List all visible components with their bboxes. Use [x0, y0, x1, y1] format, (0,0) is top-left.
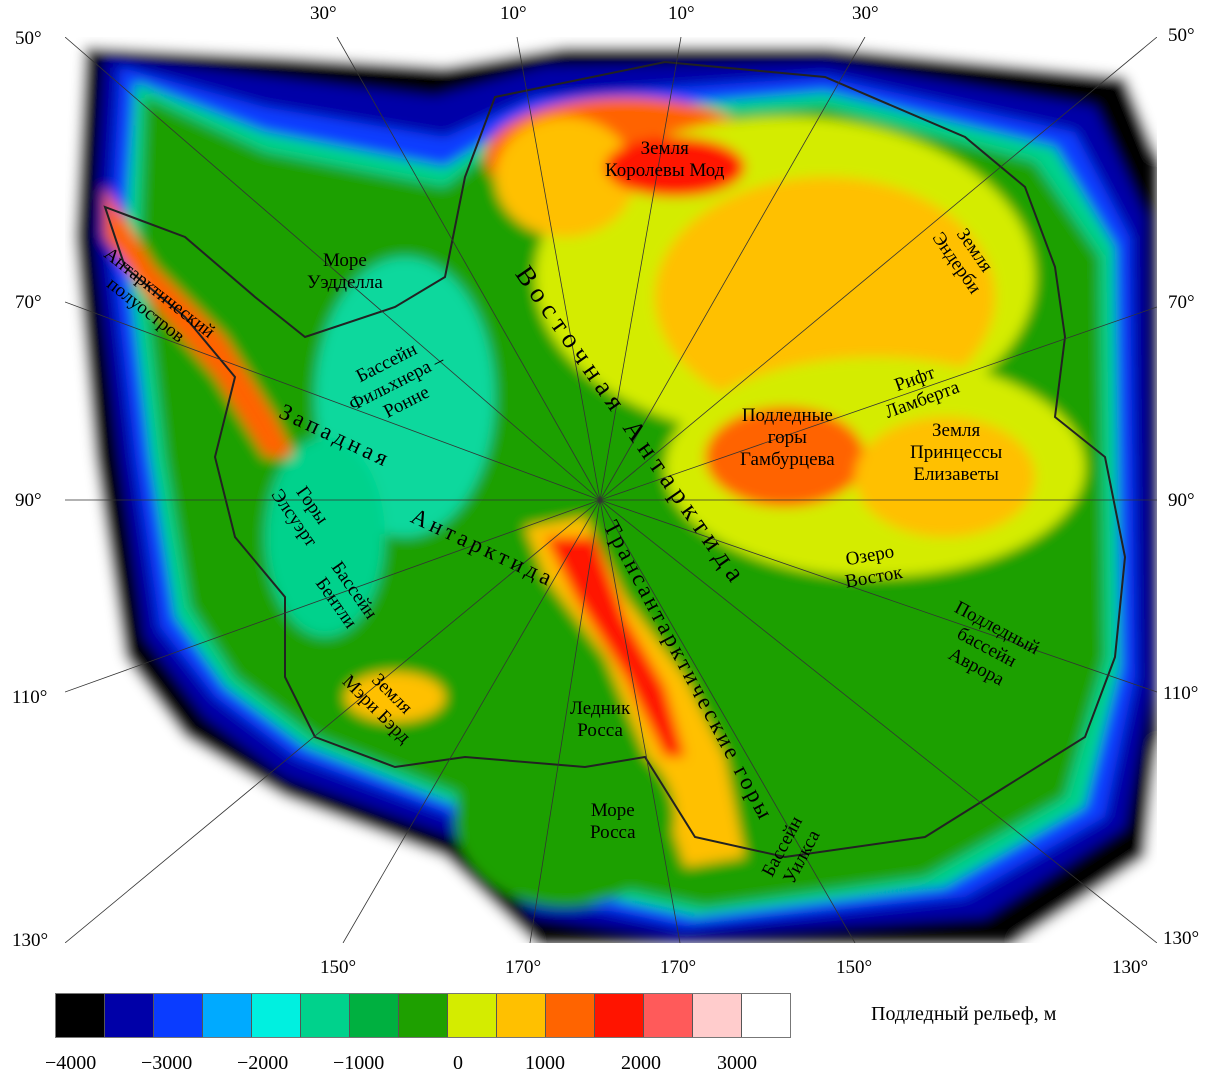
- legend-swatch: [693, 994, 742, 1037]
- meridian-line: [599, 306, 1157, 501]
- relief: [65, 37, 1157, 943]
- legend-title: Подледный рельеф, м: [871, 1003, 1057, 1025]
- right-tick: 110°: [1163, 683, 1199, 704]
- legend-swatch: [301, 994, 350, 1037]
- left-tick: 110°: [12, 687, 48, 708]
- meridian-line: [599, 37, 682, 501]
- meridian-line: [529, 499, 601, 943]
- right-tick: 90°: [1168, 490, 1195, 511]
- legend-swatch: [399, 994, 448, 1037]
- legend-swatch: [448, 994, 497, 1037]
- color-legend: [55, 993, 791, 1038]
- coastline: [103, 60, 1127, 859]
- legend-tick-label: −1000: [333, 1052, 385, 1074]
- graticule: [65, 37, 1157, 943]
- legend-swatch: [105, 994, 154, 1037]
- left-tick: 130°: [12, 930, 49, 951]
- meridian-line: [599, 499, 681, 943]
- meridian-line: [336, 37, 601, 501]
- legend-swatch: [350, 994, 399, 1037]
- legend-swatch: [154, 994, 203, 1037]
- label-princess-elizabeth-land: Земля Принцессы Елизаветы: [910, 420, 1003, 485]
- legend-swatch: [546, 994, 595, 1037]
- top-tick: 30°: [310, 3, 337, 24]
- legend-swatch: [203, 994, 252, 1037]
- legend-tick-label: −3000: [141, 1052, 193, 1074]
- subglacial-relief-map: [65, 37, 1157, 943]
- meridian-line: [65, 499, 601, 693]
- left-tick: 90°: [15, 490, 42, 511]
- meridian-line: [65, 499, 601, 943]
- legend-swatch: [595, 994, 644, 1037]
- right-tick: 50°: [1168, 25, 1195, 46]
- legend-tick-label: −4000: [45, 1052, 97, 1074]
- meridian-line: [599, 37, 866, 501]
- legend-swatch: [497, 994, 546, 1037]
- bottom-tick: 130°: [1112, 957, 1149, 978]
- label-ross-sea: Море Росса: [590, 800, 636, 843]
- meridian-line: [599, 37, 1157, 501]
- left-tick: 70°: [15, 292, 42, 313]
- legend-swatch: [56, 994, 105, 1037]
- meridian-line: [342, 499, 601, 943]
- meridian-line: [65, 37, 601, 501]
- meridian-line: [65, 301, 601, 501]
- legend-tick-label: 1000: [525, 1052, 565, 1074]
- legend-tick-label: −2000: [237, 1052, 289, 1074]
- legend-tick-label: 0: [453, 1052, 463, 1074]
- label-gamburtsev-mountains: Подледные горы Гамбурцева: [740, 405, 835, 470]
- right-tick: 70°: [1168, 292, 1195, 313]
- legend-swatch: [644, 994, 693, 1037]
- legend-tick-label: 2000: [621, 1052, 661, 1074]
- right-tick: 130°: [1163, 928, 1200, 949]
- meridian-line: [516, 37, 601, 501]
- top-tick: 30°: [852, 3, 879, 24]
- meridian-line: [599, 499, 1157, 693]
- bottom-tick: 170°: [660, 957, 697, 978]
- bottom-tick: 170°: [505, 957, 542, 978]
- left-tick: 50°: [15, 28, 42, 49]
- meridian-line: [599, 499, 856, 943]
- legend-swatch: [252, 994, 301, 1037]
- bottom-tick: 150°: [836, 957, 873, 978]
- legend-swatch: [742, 994, 790, 1037]
- bottom-tick: 150°: [320, 957, 357, 978]
- meridian-line: [599, 499, 1157, 943]
- top-tick: 10°: [500, 3, 527, 24]
- top-tick: 10°: [668, 3, 695, 24]
- label-queen-maud-land: Земля Королевы Мод: [605, 138, 725, 181]
- legend-tick-label: 3000: [717, 1052, 757, 1074]
- label-weddell-sea: Море Уэдделла: [307, 250, 383, 293]
- label-ross-ice-shelf: Ледник Росса: [570, 698, 631, 741]
